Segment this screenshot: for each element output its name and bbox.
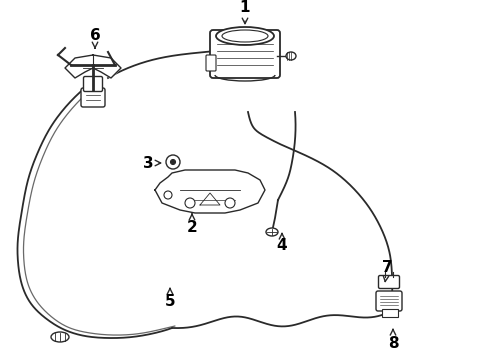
Polygon shape xyxy=(65,55,121,78)
Ellipse shape xyxy=(51,332,69,342)
FancyBboxPatch shape xyxy=(376,291,402,311)
Text: 7: 7 xyxy=(382,261,392,282)
Text: 6: 6 xyxy=(90,27,100,48)
Circle shape xyxy=(164,191,172,199)
FancyBboxPatch shape xyxy=(382,309,398,317)
Text: 1: 1 xyxy=(240,0,250,24)
FancyBboxPatch shape xyxy=(206,55,216,71)
Ellipse shape xyxy=(216,27,274,45)
Ellipse shape xyxy=(266,228,278,236)
Text: 2: 2 xyxy=(187,214,197,235)
Ellipse shape xyxy=(286,52,296,60)
FancyBboxPatch shape xyxy=(210,30,280,78)
FancyBboxPatch shape xyxy=(83,77,102,91)
FancyBboxPatch shape xyxy=(81,88,105,107)
Text: 3: 3 xyxy=(143,156,161,171)
Circle shape xyxy=(171,159,175,165)
Circle shape xyxy=(185,198,195,208)
FancyBboxPatch shape xyxy=(378,275,399,288)
Ellipse shape xyxy=(222,30,268,42)
Circle shape xyxy=(166,155,180,169)
Text: 8: 8 xyxy=(388,329,398,351)
Circle shape xyxy=(225,198,235,208)
Polygon shape xyxy=(155,170,265,213)
Text: 4: 4 xyxy=(277,234,287,252)
Text: 5: 5 xyxy=(165,288,175,310)
